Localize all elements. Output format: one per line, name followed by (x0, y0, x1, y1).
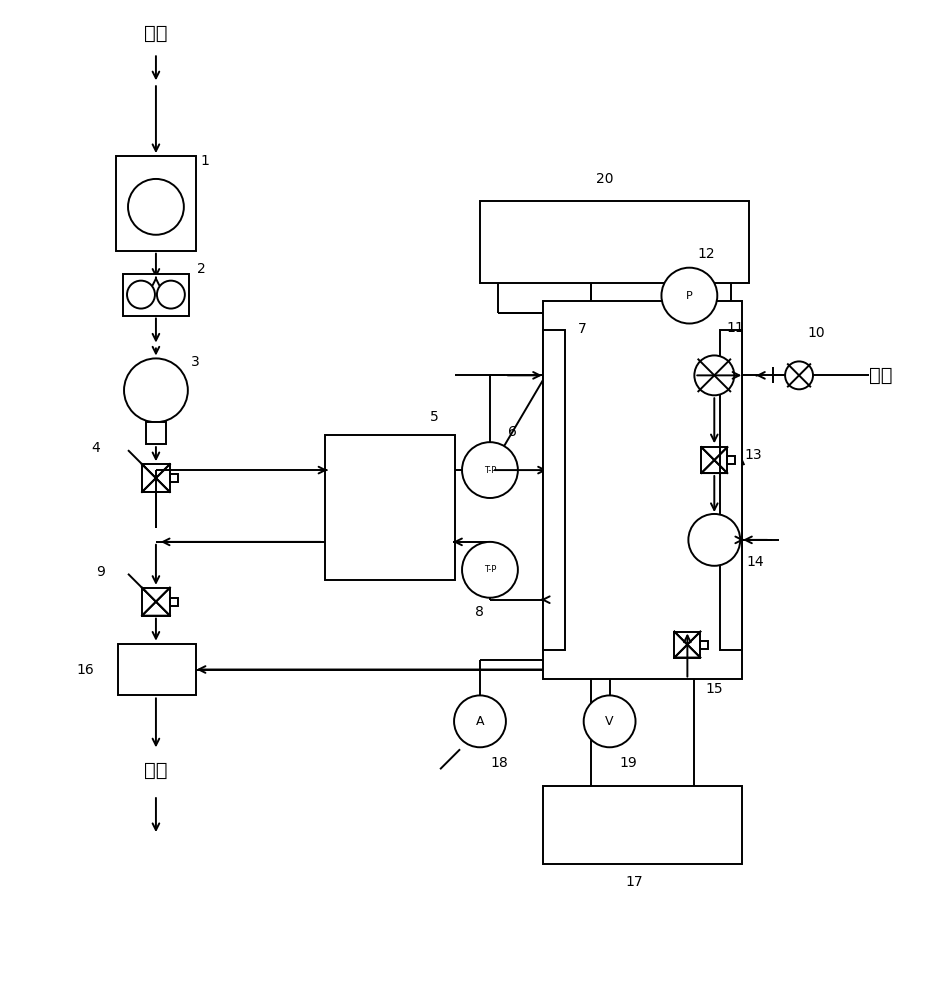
Bar (543, 330, 565, 650)
Bar (116, 156, 196, 251)
Text: 空气: 空气 (145, 24, 167, 43)
Text: 9: 9 (96, 565, 105, 579)
Bar (700, 641, 708, 649)
Text: P: P (686, 291, 692, 301)
Text: 12: 12 (697, 247, 715, 261)
Text: 15: 15 (706, 682, 723, 696)
Text: 17: 17 (626, 875, 643, 889)
Text: A: A (476, 715, 484, 728)
Bar (170, 474, 178, 482)
Bar (543, 786, 742, 864)
Text: 16: 16 (76, 663, 94, 677)
Text: 氢气: 氢气 (869, 366, 892, 385)
Text: T-P: T-P (484, 466, 496, 475)
Bar (118, 644, 196, 695)
Circle shape (157, 281, 184, 309)
Circle shape (462, 542, 518, 598)
Bar (170, 598, 178, 606)
Text: T-P: T-P (484, 565, 496, 574)
Circle shape (584, 695, 635, 747)
Circle shape (124, 358, 188, 422)
Bar (325, 435, 456, 580)
Circle shape (689, 514, 740, 566)
Circle shape (662, 268, 717, 324)
Text: 8: 8 (475, 605, 484, 619)
Text: 2: 2 (197, 262, 205, 276)
Text: 3: 3 (191, 355, 200, 369)
Text: 4: 4 (91, 441, 100, 455)
Text: 10: 10 (807, 326, 825, 340)
Text: 18: 18 (490, 756, 508, 770)
Text: 20: 20 (596, 172, 613, 186)
Text: 13: 13 (745, 448, 762, 462)
Bar (146, 422, 165, 444)
Text: 7: 7 (577, 322, 587, 336)
Bar (728, 456, 735, 464)
Text: 1: 1 (201, 154, 209, 168)
Circle shape (462, 442, 518, 498)
Text: 14: 14 (747, 555, 764, 569)
Text: 11: 11 (727, 321, 744, 335)
Text: 6: 6 (508, 425, 516, 439)
Text: 5: 5 (430, 410, 438, 424)
Bar (720, 330, 742, 650)
Bar (123, 274, 189, 316)
Circle shape (786, 361, 813, 389)
Circle shape (128, 179, 184, 235)
Text: V: V (606, 715, 613, 728)
Bar (543, 301, 742, 679)
Circle shape (127, 281, 155, 309)
Circle shape (454, 695, 506, 747)
Text: 大气: 大气 (145, 761, 167, 780)
Text: 19: 19 (620, 756, 637, 770)
Circle shape (694, 355, 734, 395)
Bar (480, 201, 749, 283)
